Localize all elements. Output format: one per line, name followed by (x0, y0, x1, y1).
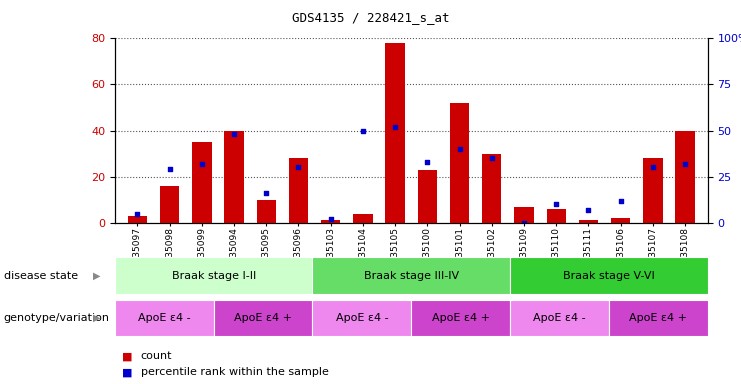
Point (422, 159, 433, 165)
Text: percentile rank within the sample: percentile rank within the sample (141, 367, 329, 377)
Point (260, 190, 272, 196)
Text: ApoE ε4 -: ApoE ε4 - (533, 313, 586, 323)
Point (293, 164, 305, 170)
Text: ApoE ε4 +: ApoE ε4 + (432, 313, 490, 323)
Text: Braak stage V-VI: Braak stage V-VI (563, 270, 655, 281)
Bar (482, 154, 502, 223)
Bar (450, 103, 469, 223)
Point (679, 161, 691, 167)
Point (551, 201, 562, 207)
Text: GDS4135 / 228421_s_at: GDS4135 / 228421_s_at (292, 12, 449, 25)
Text: ApoE ε4 +: ApoE ε4 + (234, 313, 292, 323)
Bar (256, 200, 276, 223)
Point (196, 161, 207, 167)
Point (486, 155, 498, 161)
Text: ApoE ε4 -: ApoE ε4 - (336, 313, 388, 323)
Point (325, 216, 336, 222)
Text: ▶: ▶ (93, 270, 100, 281)
Text: ■: ■ (122, 351, 133, 361)
Bar (514, 207, 534, 223)
Text: Braak stage III-IV: Braak stage III-IV (364, 270, 459, 281)
Bar (676, 131, 695, 223)
Point (357, 127, 369, 134)
Point (164, 166, 176, 172)
Point (518, 220, 530, 226)
Bar (547, 209, 566, 223)
Bar (225, 131, 244, 223)
Bar (353, 214, 373, 223)
Bar (579, 220, 598, 223)
Bar (643, 158, 662, 223)
Bar (289, 158, 308, 223)
Point (453, 146, 465, 152)
Point (131, 210, 143, 217)
Text: ApoE ε4 +: ApoE ε4 + (629, 313, 687, 323)
Bar (611, 218, 631, 223)
Bar (127, 216, 147, 223)
Text: ▶: ▶ (93, 313, 100, 323)
Text: disease state: disease state (4, 270, 78, 281)
Point (389, 124, 401, 130)
Text: genotype/variation: genotype/variation (4, 313, 110, 323)
Point (647, 164, 659, 170)
Point (615, 197, 627, 204)
Text: Braak stage I-II: Braak stage I-II (171, 270, 256, 281)
Text: ■: ■ (122, 367, 133, 377)
Bar (321, 220, 340, 223)
Text: count: count (141, 351, 173, 361)
Point (582, 207, 594, 213)
Bar (192, 142, 211, 223)
Bar (418, 170, 437, 223)
Point (228, 131, 240, 137)
Bar (160, 186, 179, 223)
Bar (385, 43, 405, 223)
Text: ApoE ε4 -: ApoE ε4 - (138, 313, 190, 323)
